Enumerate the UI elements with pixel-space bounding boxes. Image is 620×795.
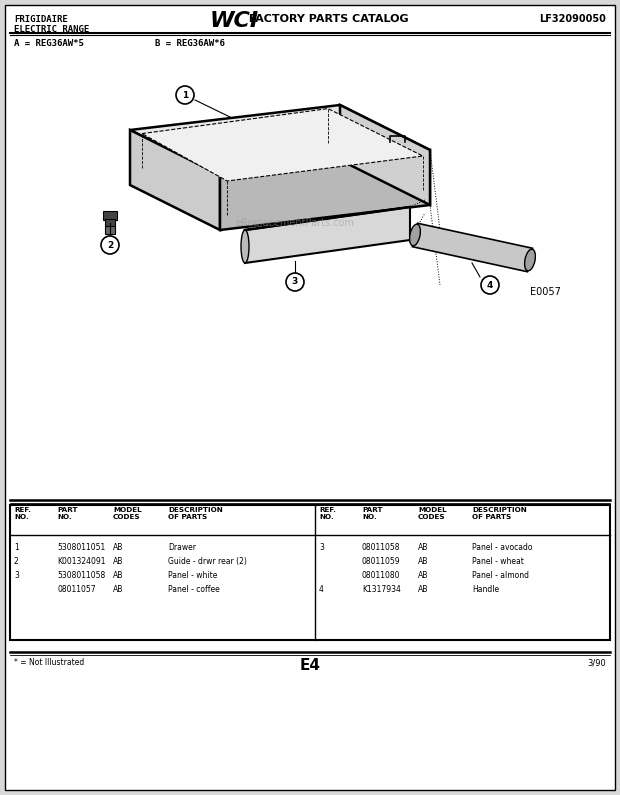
- Text: MODEL
CODES: MODEL CODES: [113, 507, 141, 520]
- Text: FRIGIDAIRE: FRIGIDAIRE: [14, 15, 68, 24]
- Text: Panel - coffee: Panel - coffee: [168, 585, 219, 594]
- Text: Drawer: Drawer: [168, 543, 196, 552]
- Text: * = Not Illustrated: * = Not Illustrated: [14, 658, 84, 667]
- Polygon shape: [340, 105, 430, 205]
- Text: Panel - wheat: Panel - wheat: [472, 557, 524, 566]
- Circle shape: [176, 86, 194, 104]
- Text: E0057: E0057: [530, 287, 561, 297]
- Text: AB: AB: [418, 585, 428, 594]
- Text: AB: AB: [113, 543, 123, 552]
- Bar: [105, 226, 115, 234]
- Text: MODEL
CODES: MODEL CODES: [418, 507, 446, 520]
- Circle shape: [481, 276, 499, 294]
- Polygon shape: [245, 207, 410, 263]
- Text: AB: AB: [113, 585, 123, 594]
- Text: AB: AB: [113, 571, 123, 580]
- Text: REF.
NO.: REF. NO.: [319, 507, 336, 520]
- Text: 4: 4: [319, 585, 324, 594]
- Text: AB: AB: [418, 557, 428, 566]
- Text: 3: 3: [319, 543, 324, 552]
- Text: 3/90: 3/90: [587, 658, 606, 667]
- Polygon shape: [412, 223, 533, 272]
- Text: eReplacementParts.com: eReplacementParts.com: [236, 218, 355, 228]
- Text: 08011080: 08011080: [362, 571, 401, 580]
- Text: A = REG36AW*5: A = REG36AW*5: [14, 39, 84, 48]
- Text: 2: 2: [14, 557, 19, 566]
- Text: Panel - white: Panel - white: [168, 571, 218, 580]
- Text: 3: 3: [292, 277, 298, 286]
- Text: 5308011051: 5308011051: [57, 543, 105, 552]
- Text: 2: 2: [107, 241, 113, 250]
- Text: K1317934: K1317934: [362, 585, 401, 594]
- Polygon shape: [220, 150, 430, 230]
- Text: 5308011058: 5308011058: [57, 571, 105, 580]
- Text: B = REG36AW*6: B = REG36AW*6: [155, 39, 225, 48]
- Ellipse shape: [525, 249, 536, 271]
- Bar: [10, 505, 610, 640]
- Text: K001324091: K001324091: [57, 557, 105, 566]
- Text: ELECTRIC RANGE: ELECTRIC RANGE: [14, 25, 89, 34]
- Text: 08011057: 08011057: [57, 585, 95, 594]
- Text: 08011059: 08011059: [362, 557, 401, 566]
- Ellipse shape: [410, 224, 420, 246]
- Text: REF.
NO.: REF. NO.: [14, 507, 31, 520]
- Text: AB: AB: [418, 571, 428, 580]
- Text: 4: 4: [487, 281, 493, 289]
- Text: DESCRIPTION
OF PARTS: DESCRIPTION OF PARTS: [168, 507, 223, 520]
- Text: PART
NO.: PART NO.: [362, 507, 383, 520]
- Text: AB: AB: [113, 557, 123, 566]
- Text: E4: E4: [299, 658, 321, 673]
- Polygon shape: [130, 105, 430, 175]
- Text: 1: 1: [14, 543, 19, 552]
- Text: DESCRIPTION
OF PARTS: DESCRIPTION OF PARTS: [472, 507, 527, 520]
- Text: PART
NO.: PART NO.: [57, 507, 78, 520]
- Text: 08011058: 08011058: [362, 543, 401, 552]
- Bar: [105, 219, 115, 227]
- Ellipse shape: [241, 230, 249, 263]
- Polygon shape: [130, 130, 220, 230]
- Circle shape: [286, 273, 304, 291]
- Text: FACTORY PARTS CATALOG: FACTORY PARTS CATALOG: [245, 14, 409, 24]
- Text: Panel - avocado: Panel - avocado: [472, 543, 533, 552]
- Text: Handle: Handle: [472, 585, 499, 594]
- Text: WCI: WCI: [210, 11, 259, 31]
- Text: Guide - drwr rear (2): Guide - drwr rear (2): [168, 557, 247, 566]
- Text: 1: 1: [182, 91, 188, 99]
- Polygon shape: [142, 109, 423, 181]
- Text: Panel - almond: Panel - almond: [472, 571, 529, 580]
- Text: 3: 3: [14, 571, 19, 580]
- Circle shape: [101, 236, 119, 254]
- Text: LF32090050: LF32090050: [539, 14, 606, 24]
- Text: AB: AB: [418, 543, 428, 552]
- Bar: [103, 211, 117, 220]
